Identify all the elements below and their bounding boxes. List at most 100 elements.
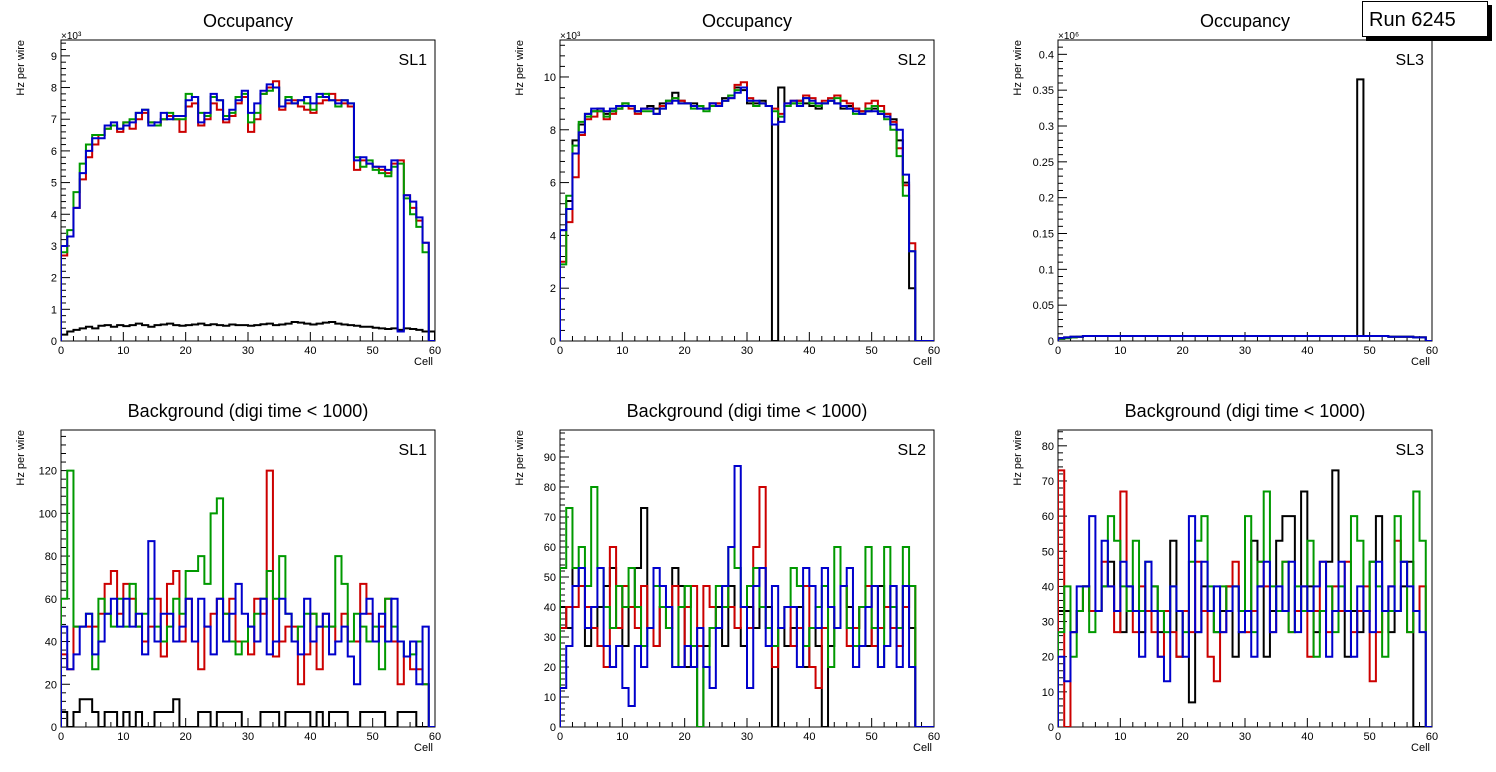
y-axis-label: Hz per wire <box>514 430 526 486</box>
y-tick-label: 80 <box>1042 441 1054 453</box>
y-tick-label: 0 <box>51 336 57 348</box>
x-tick-label: 0 <box>557 345 563 357</box>
y-tick-label: 8 <box>550 125 556 137</box>
x-tick-label: 30 <box>1239 345 1251 357</box>
y-tick-label: 7 <box>51 114 57 126</box>
x-tick-label: 10 <box>616 731 628 743</box>
x-axis-label: Cell <box>414 356 433 368</box>
x-tick-label: 0 <box>557 731 563 743</box>
superlayer-label: SL2 <box>898 442 927 459</box>
x-tick-label: 0 <box>1055 345 1061 357</box>
x-tick-label: 10 <box>1114 731 1126 743</box>
x-tick-label: 60 <box>1426 731 1438 743</box>
superlayer-label: SL3 <box>1396 52 1425 69</box>
x-tick-label: 50 <box>866 731 878 743</box>
y-tick-label: 120 <box>39 466 57 478</box>
y-tick-label: 20 <box>45 679 57 691</box>
superlayer-label: SL2 <box>898 52 927 69</box>
y-tick-label: 30 <box>1042 617 1054 629</box>
y-tick-label: 1 <box>51 304 57 316</box>
chart-panel-6: Background (digi time < 1000) 0 10 20 30 40 50… <box>1012 401 1438 754</box>
x-tick-label: 20 <box>679 345 691 357</box>
y-tick-label: 2 <box>51 273 57 285</box>
x-tick-label: 20 <box>180 731 192 743</box>
histogram-series-green <box>560 86 934 341</box>
x-axis-label: Cell <box>1411 742 1430 754</box>
y-axis-exponent: ×10³ <box>61 31 82 42</box>
y-tick-label: 0.3 <box>1039 121 1054 133</box>
y-tick-label: 0.35 <box>1033 85 1054 97</box>
histogram-series-blue <box>61 540 435 727</box>
y-tick-label: 20 <box>1042 652 1054 664</box>
chart-title: Background (digi time < 1000) <box>1125 401 1366 421</box>
y-axis-label: Hz per wire <box>15 430 27 486</box>
x-tick-label: 20 <box>1177 731 1189 743</box>
x-tick-label: 20 <box>180 345 192 357</box>
y-axis-label: Hz per wire <box>15 40 27 96</box>
histogram-series-black <box>1058 78 1432 341</box>
y-tick-label: 9 <box>51 51 57 63</box>
histogram-series-blue <box>1058 515 1432 727</box>
y-axis-exponent: ×10⁶ <box>1058 31 1079 42</box>
y-tick-label: 6 <box>51 146 57 158</box>
y-tick-label: 10 <box>544 692 556 704</box>
x-tick-label: 60 <box>1426 345 1438 357</box>
y-tick-label: 6 <box>550 178 556 190</box>
histogram-series-black <box>61 698 435 727</box>
y-tick-label: 60 <box>544 542 556 554</box>
x-tick-label: 40 <box>803 345 815 357</box>
histogram-series-blue <box>560 86 934 341</box>
plot-frame <box>1057 39 1433 342</box>
y-axis-label: Hz per wire <box>1012 40 1024 96</box>
x-tick-label: 50 <box>367 731 379 743</box>
chart-title: Background (digi time < 1000) <box>627 401 868 421</box>
y-tick-label: 70 <box>544 512 556 524</box>
y-tick-label: 2 <box>550 283 556 295</box>
x-tick-label: 20 <box>679 731 691 743</box>
x-tick-label: 40 <box>1301 345 1313 357</box>
x-tick-label: 60 <box>429 731 441 743</box>
x-tick-label: 60 <box>928 345 940 357</box>
y-tick-label: 40 <box>544 602 556 614</box>
y-tick-label: 50 <box>544 572 556 584</box>
y-tick-label: 4 <box>550 230 556 242</box>
y-tick-label: 0.15 <box>1033 229 1054 241</box>
x-tick-label: 30 <box>242 731 254 743</box>
x-tick-label: 60 <box>429 345 441 357</box>
y-tick-label: 70 <box>1042 476 1054 488</box>
x-axis-label: Cell <box>913 356 932 368</box>
x-axis-label: Cell <box>1411 356 1430 368</box>
histogram-series-black <box>61 320 435 341</box>
x-tick-label: 40 <box>304 731 316 743</box>
superlayer-label: SL1 <box>399 52 428 69</box>
x-tick-label: 30 <box>741 731 753 743</box>
x-tick-label: 10 <box>117 345 129 357</box>
run-label: Run 6245 <box>1369 9 1456 31</box>
x-tick-label: 50 <box>866 345 878 357</box>
y-tick-label: 60 <box>45 594 57 606</box>
histogram-series-red <box>560 81 934 341</box>
x-tick-label: 40 <box>304 345 316 357</box>
y-tick-label: 30 <box>544 632 556 644</box>
superlayer-label: SL1 <box>399 442 428 459</box>
y-tick-label: 10 <box>1042 687 1054 699</box>
x-tick-label: 0 <box>1055 731 1061 743</box>
y-tick-label: 8 <box>51 83 57 95</box>
y-tick-label: 20 <box>544 662 556 674</box>
y-tick-label: 40 <box>45 637 57 649</box>
x-tick-label: 10 <box>616 345 628 357</box>
x-tick-label: 60 <box>928 731 940 743</box>
histogram-series-blue <box>560 465 934 727</box>
x-tick-label: 50 <box>367 345 379 357</box>
y-tick-label: 100 <box>39 508 57 520</box>
x-axis-label: Cell <box>913 742 932 754</box>
y-tick-label: 10 <box>544 72 556 84</box>
x-tick-label: 20 <box>1177 345 1189 357</box>
chart-title: Background (digi time < 1000) <box>128 401 369 421</box>
y-tick-label: 0 <box>51 722 57 734</box>
y-tick-label: 40 <box>1042 581 1054 593</box>
y-tick-label: 0 <box>550 722 556 734</box>
